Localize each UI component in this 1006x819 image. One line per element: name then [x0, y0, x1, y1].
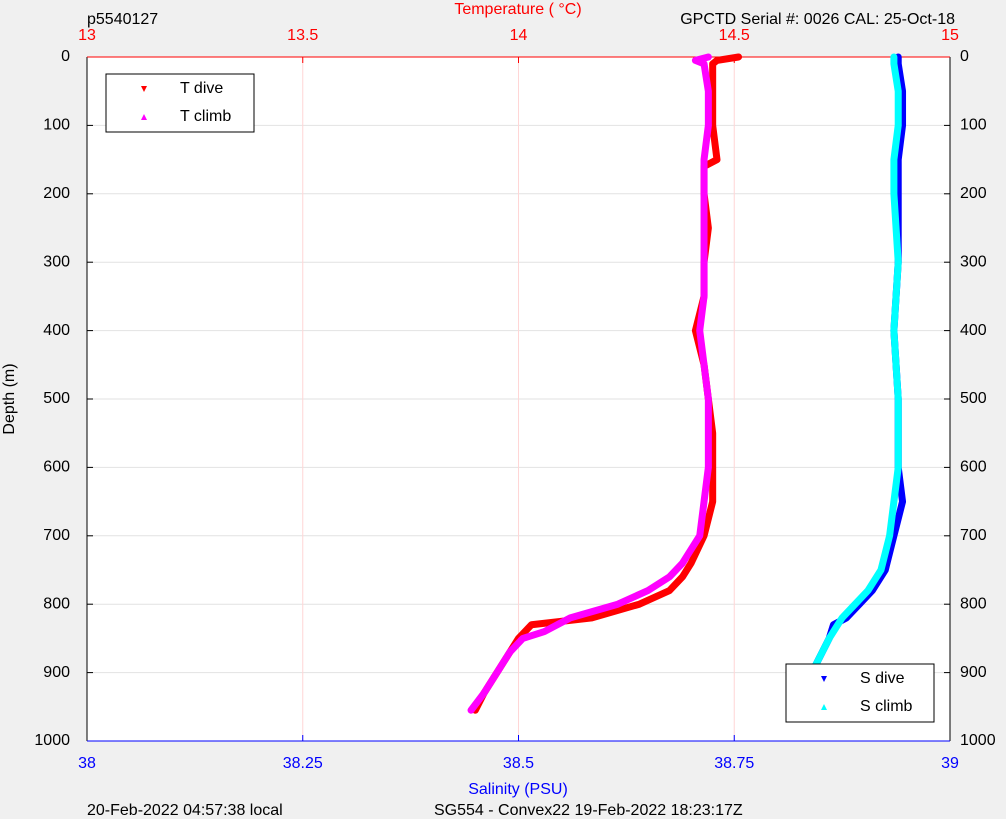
profile-line	[795, 53, 902, 714]
y-tick-label: 100	[43, 117, 70, 134]
x-tick-label: 38.75	[714, 755, 754, 772]
legend-box	[785, 663, 935, 723]
title-right: GPCTD Serial #: 0026 CAL: 25-Oct-18	[680, 11, 955, 28]
y-tick-label-right: 500	[960, 390, 987, 407]
y-tick-label-right: 400	[960, 322, 987, 339]
y-tick-label: 0	[61, 48, 70, 65]
y-tick-label: 1000	[34, 732, 70, 749]
y-tick-label: 200	[43, 185, 70, 202]
y-tick-label-right: 100	[960, 117, 987, 134]
y-tick-label-right: 1000	[960, 732, 996, 749]
footer-right: SG554 - Convex22 19-Feb-2022 18:23:17Z	[434, 802, 743, 819]
profile-line	[467, 53, 712, 714]
x2-label: Temperature ( °C)	[454, 1, 581, 18]
y-tick-label-right: 200	[960, 185, 987, 202]
x-tick-label: 38	[78, 755, 96, 772]
y-tick-label-right: 900	[960, 664, 987, 681]
legend-label: T climb	[180, 108, 231, 125]
y-tick-label: 500	[43, 390, 70, 407]
y-tick-label-right: 0	[960, 48, 969, 65]
legend-label: T dive	[180, 80, 223, 97]
y-tick-label: 800	[43, 595, 70, 612]
legend-marker	[821, 704, 827, 710]
x2-tick-label: 14.5	[719, 27, 750, 44]
legend: T dive T climb	[105, 73, 255, 133]
x2-tick-label: 13.5	[287, 27, 318, 44]
y-tick-label-right: 600	[960, 459, 987, 476]
x-label: Salinity (PSU)	[468, 781, 568, 798]
x-tick-label: 38.25	[283, 755, 323, 772]
y-tick-label-right: 700	[960, 527, 987, 544]
legend-marker	[141, 86, 147, 92]
x2-tick-label: 13	[78, 27, 96, 44]
y-label: Depth (m)	[1, 363, 18, 434]
y-tick-label: 300	[43, 253, 70, 270]
y-tick-label: 900	[43, 664, 70, 681]
y-tick-label-right: 800	[960, 595, 987, 612]
title-left: p5540127	[87, 11, 158, 28]
y-tick-label: 600	[43, 459, 70, 476]
legend-marker	[141, 114, 147, 120]
y-tick-label-right: 300	[960, 253, 987, 270]
y-tick-label: 400	[43, 322, 70, 339]
legend: S dive S climb	[785, 663, 935, 723]
legend-box	[105, 73, 255, 133]
x-tick-label: 39	[941, 755, 959, 772]
profile-line	[471, 53, 743, 714]
legend-label: S dive	[860, 670, 905, 687]
footer-left: 20-Feb-2022 04:57:38 local	[87, 802, 283, 819]
x2-tick-label: 15	[941, 27, 959, 44]
legend-label: S climb	[860, 698, 913, 715]
legend-marker	[821, 676, 827, 682]
x2-tick-label: 14	[510, 27, 528, 44]
y-tick-label: 700	[43, 527, 70, 544]
x-tick-label: 38.5	[503, 755, 534, 772]
